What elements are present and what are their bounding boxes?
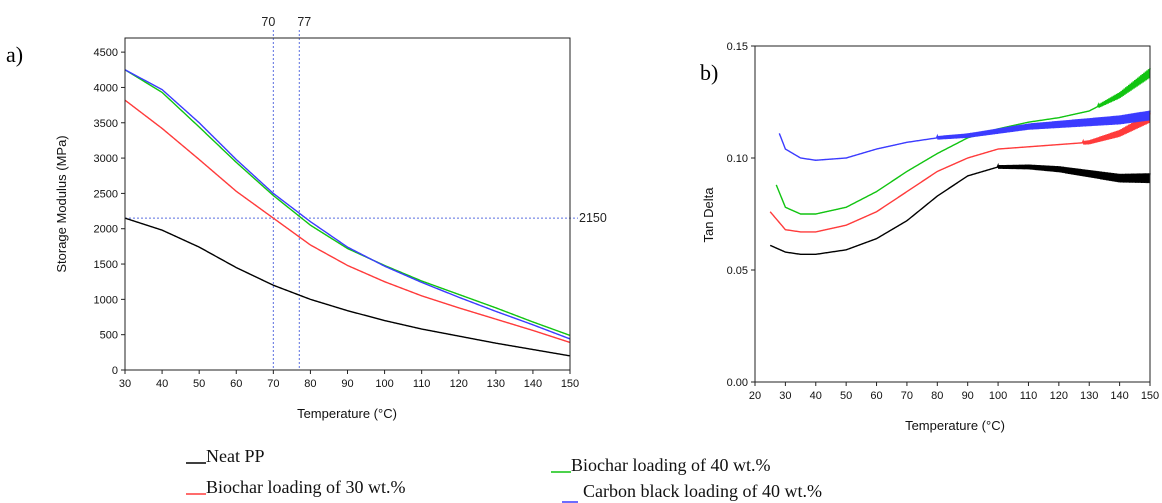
panel-a-x-ticks: 30 40 50 60 70 80 90 100 110 120 130 140 150 [119,370,579,390]
panel-a-x-tick-label: 70 [267,378,279,390]
panel-b-x-tick-label: 150 [1141,390,1159,402]
panel-b-line-neat-pp [769,162,1151,256]
legend-item-neat-pp: Neat PP [186,446,265,466]
panel-a-line-biochar-loading-of-40-wt [124,69,571,337]
panel-a-y-tick-label: 1500 [94,259,118,271]
panel-b-y-ticks: 0.00 0.05 0.10 0.15 [727,41,755,389]
panel-b-x-ticks: 20 30 40 50 60 70 80 90 100 110 120 130 140 150 [749,382,1159,402]
panel-b-y-tick-label: 0.00 [727,377,748,389]
panel-b-y-tick-label: 0.10 [727,153,748,165]
panel-a-reference-lines: 70 77 2150 [125,15,607,370]
panel-a-series [124,69,571,357]
panel-a-letter: a) [6,42,23,67]
legend-label: Neat PP [206,446,265,466]
panel-b-line-carbon-black-loading-of-40-wt [778,110,1151,161]
panel-a-x-tick-label: 40 [156,378,168,390]
legend-item-carbon-black-40: Carbon black loading of 40 wt.% [562,481,822,503]
panel-a-y-tick-label: 3000 [94,153,118,165]
legend-label: Biochar loading of 30 wt.% [206,477,405,497]
panel-b-x-tick-label: 100 [989,390,1007,402]
legend-label: Biochar loading of 40 wt.% [571,455,770,475]
legend-item-biochar-30: Biochar loading of 30 wt.% [186,477,405,497]
legend: Neat PP Biochar loading of 30 wt.% Bioch… [186,446,822,503]
panel-b-x-tick-label: 120 [1050,390,1068,402]
panel-b-x-tick-label: 140 [1110,390,1128,402]
panel-a-y-tick-label: 500 [100,330,118,342]
panel-b-x-tick-label: 80 [931,390,943,402]
reference-label-temp-77: 77 [297,15,311,29]
panel-a-line-carbon-black-loading-of-40-wt [124,69,571,340]
panel-b-x-tick-label: 40 [810,390,822,402]
panel-a-x-tick-label: 60 [230,378,242,390]
panel-a-y-ticks: 0 500 1000 1500 2000 2500 3000 3500 4000 4500 [94,47,125,377]
panel-b-x-tick-label: 20 [749,390,761,402]
panel-a-y-tick-label: 2000 [94,224,118,236]
panel-a-x-tick-label: 120 [450,378,468,390]
panel-b-series [769,67,1151,256]
panel-a-x-tick-label: 100 [375,378,393,390]
panel-a-y-tick-label: 4000 [94,82,118,94]
legend-item-biochar-40: Biochar loading of 40 wt.% [551,455,770,475]
panel-a-x-tick-label: 110 [413,378,431,390]
panel-a-x-tick-label: 130 [487,378,505,390]
panel-b-line-biochar-loading-of-30-wt [769,112,1151,233]
panel-a-y-tick-label: 3500 [94,118,118,130]
panel-b-tan-delta-chart: b) 20 30 40 50 60 70 80 90 100 110 120 130 140 150 0.… [700,41,1159,433]
panel-a-y-tick-label: 2500 [94,188,118,200]
panel-b-y-tick-label: 0.15 [727,41,748,53]
panel-a-x-tick-label: 50 [193,378,205,390]
panel-b-plot-frame [754,45,1151,383]
panel-b-x-tick-label: 70 [901,390,913,402]
panel-b-line-biochar-loading-of-40-wt [775,67,1151,215]
reference-label-temp-70: 70 [261,15,275,29]
panel-a-line-neat-pp [124,217,571,357]
legend-label: Carbon black loading of 40 wt.% [583,481,822,501]
panel-b-letter: b) [700,60,718,85]
panel-a-x-tick-label: 90 [341,378,353,390]
reference-label-modulus-2150: 2150 [579,211,607,225]
panel-a-x-axis-title: Temperature (°C) [297,406,397,421]
panel-b-x-tick-label: 50 [840,390,852,402]
panel-a-x-tick-label: 140 [524,378,542,390]
panel-a-x-tick-label: 80 [304,378,316,390]
panel-a-line-biochar-loading-of-30-wt [124,99,571,344]
panel-a-x-tick-label: 150 [561,378,579,390]
panel-a-y-tick-label: 1000 [94,294,118,306]
panel-b-y-tick-label: 0.05 [727,265,748,277]
panel-a-x-tick-label: 30 [119,378,131,390]
panel-b-x-tick-label: 90 [962,390,974,402]
panel-a-y-tick-label: 4500 [94,47,118,59]
panel-b-x-tick-label: 110 [1020,390,1038,402]
panel-b-x-tick-label: 130 [1080,390,1098,402]
panel-b-y-axis-title: Tan Delta [701,187,716,243]
panel-b-x-tick-label: 60 [870,390,882,402]
panel-b-x-tick-label: 30 [779,390,791,402]
panel-a-storage-modulus-chart: a) 70 77 2150 30 40 50 60 70 80 90 100 110 120 130 14… [6,15,607,421]
panel-b-x-axis-title: Temperature (°C) [905,418,1005,433]
panel-a-y-axis-title: Storage Modulus (MPa) [54,135,69,272]
panel-a-plot-frame [124,37,571,371]
panel-a-y-tick-label: 0 [112,365,118,377]
